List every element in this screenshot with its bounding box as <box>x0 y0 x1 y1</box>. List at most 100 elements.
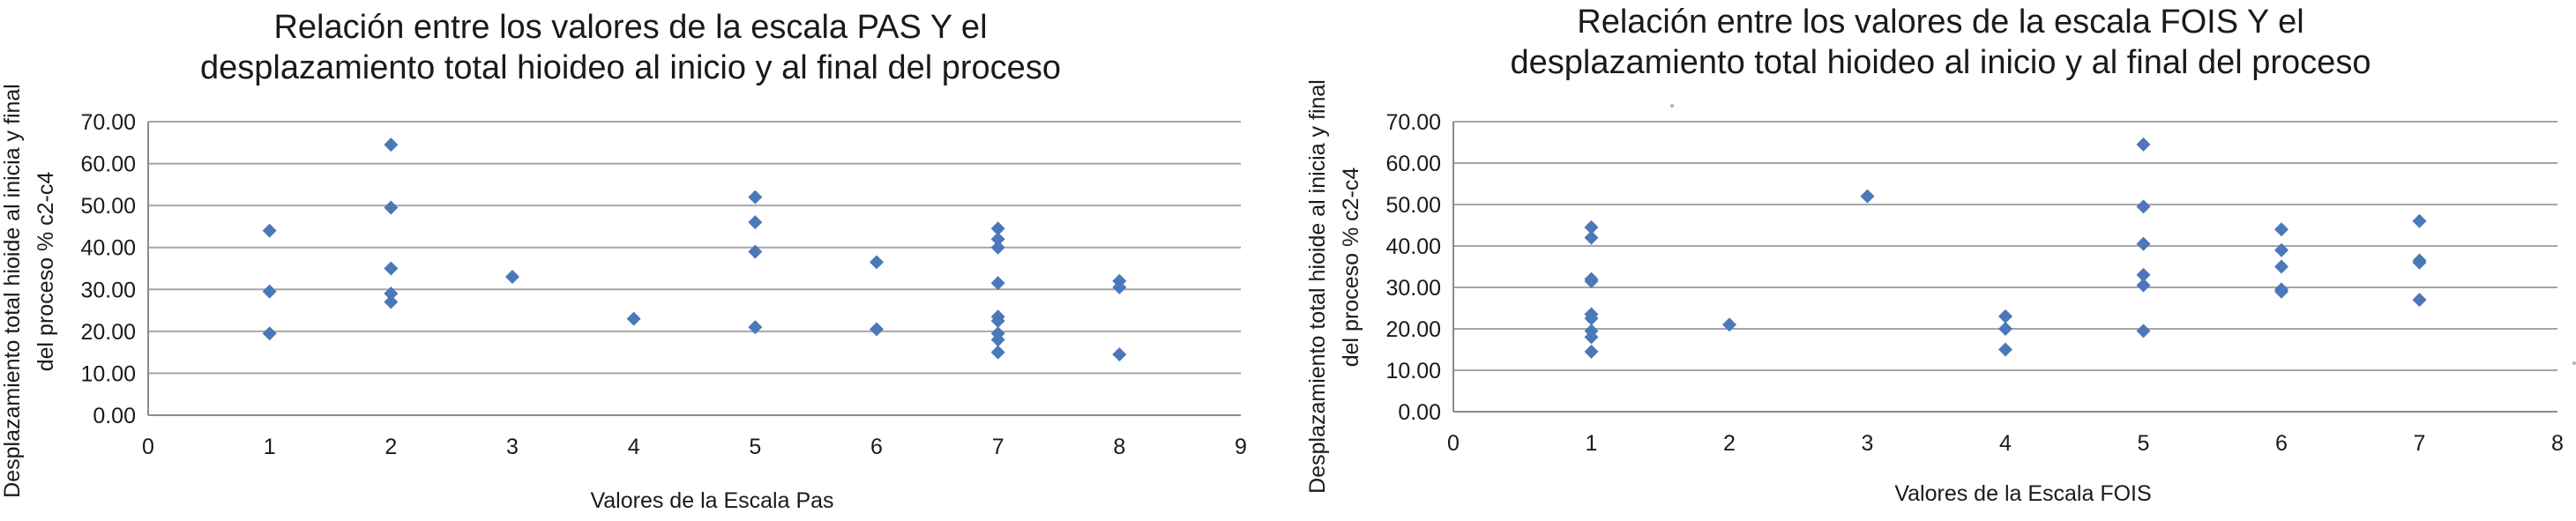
chart-title: Relación entre los valores de la escala … <box>1305 2 2576 83</box>
data-point <box>2274 284 2289 299</box>
stray-dot <box>1670 104 1674 108</box>
data-point <box>262 223 277 238</box>
x-tick-label: 7 <box>2414 431 2426 456</box>
data-point <box>2136 324 2151 339</box>
data-point <box>2412 213 2427 228</box>
data-point <box>1584 344 1599 359</box>
data-point <box>1112 279 1127 294</box>
data-point <box>2412 293 2427 308</box>
data-point <box>1584 220 1599 234</box>
data-point <box>626 311 641 326</box>
data-point <box>990 232 1005 247</box>
data-point <box>384 294 399 309</box>
data-point <box>1998 309 2012 324</box>
y-tick-label: 10.00 <box>80 361 136 386</box>
chart-title: Relación entre los valores de la escala … <box>0 7 1261 88</box>
data-point <box>990 332 1005 347</box>
y-axis-label-line-1: Desplazamiento total hioide al inicia y … <box>0 84 25 498</box>
x-tick-label: 1 <box>264 435 276 459</box>
data-point <box>1998 322 2012 336</box>
y-tick-label: 50.00 <box>80 194 136 219</box>
chart-title-line-1: Relación entre los valores de la escala … <box>1577 4 2304 41</box>
scatter-plot-fois: 0.00 10.00 20.00 30.00 40.00 50.00 60.00 70.00 0… <box>1305 79 2564 506</box>
x-tick-label: 5 <box>749 435 761 459</box>
data-point <box>990 276 1005 291</box>
x-tick-label: 2 <box>385 435 397 459</box>
data-point <box>990 221 1005 236</box>
x-tick-label: 3 <box>506 435 519 459</box>
x-tick-label: 1 <box>1586 431 1598 456</box>
data-point <box>2136 267 2151 282</box>
y-tick-label: 30.00 <box>1385 276 1441 301</box>
y-tick-label: 60.00 <box>80 153 136 177</box>
x-tick-label: 4 <box>1999 431 2012 456</box>
data-point <box>2136 137 2151 152</box>
data-point <box>384 200 399 215</box>
data-point <box>990 345 1005 360</box>
data-point <box>870 255 884 270</box>
data-point <box>262 284 277 299</box>
data-point <box>2136 199 2151 214</box>
stray-dot <box>2572 361 2576 365</box>
data-point <box>262 326 277 341</box>
x-tick-label: 2 <box>1723 431 1736 456</box>
data-point <box>2274 242 2289 257</box>
chart-panel-pas: Relación entre los valores de la escala … <box>0 0 1261 521</box>
scatter-plot-pas: 0.00 10.00 20.00 30.00 40.00 50.00 60.00 70.00 0… <box>0 84 1247 513</box>
data-point <box>870 322 884 337</box>
chart-title-line-2: desplazamiento total hioideo al inicio y… <box>200 49 1061 86</box>
data-point <box>990 313 1005 328</box>
data-point <box>990 240 1005 255</box>
y-tick-label: 50.00 <box>1385 193 1441 218</box>
x-axis-label: Valores de la Escala FOIS <box>1894 481 2151 506</box>
x-tick-label: 8 <box>2551 431 2564 456</box>
y-tick-label: 70.00 <box>80 110 136 135</box>
data-point <box>2274 222 2289 237</box>
data-point <box>2412 255 2427 270</box>
data-point <box>1860 189 1875 204</box>
data-point <box>1584 330 1599 345</box>
x-tick-label: 5 <box>2138 431 2150 456</box>
y-tick-label: 20.00 <box>1385 317 1441 342</box>
data-point <box>1584 230 1599 245</box>
y-tick-label: 30.00 <box>80 278 136 302</box>
data-point <box>748 320 763 335</box>
x-tick-label: 0 <box>1447 431 1460 456</box>
data-point <box>748 190 763 205</box>
chart-panel-fois: Relación entre los valores de la escala … <box>1305 0 2576 521</box>
y-tick-label: 60.00 <box>1385 152 1441 176</box>
y-tick-label: 0.00 <box>1398 400 1441 425</box>
x-tick-label: 7 <box>992 435 1004 459</box>
data-point <box>748 215 763 230</box>
y-tick-label: 0.00 <box>93 404 136 428</box>
x-tick-label: 4 <box>628 435 640 459</box>
data-point <box>2274 259 2289 274</box>
x-tick-label: 0 <box>142 435 154 459</box>
y-tick-label: 10.00 <box>1385 359 1441 383</box>
data-point <box>1998 342 2012 357</box>
y-tick-label: 40.00 <box>80 236 136 261</box>
data-point <box>2136 236 2151 251</box>
x-tick-label: 9 <box>1235 435 1247 459</box>
y-axis-label-line-2: del proceso % c2-c4 <box>34 172 58 372</box>
data-point <box>384 138 399 153</box>
y-axis-label-line-1: Desplazamiento total hioide al inicia y … <box>1305 79 1330 494</box>
y-tick-label: 40.00 <box>1385 234 1441 259</box>
y-tick-label: 70.00 <box>1385 110 1441 135</box>
x-tick-label: 3 <box>1862 431 1874 456</box>
data-point <box>1584 273 1599 288</box>
data-point <box>384 287 399 301</box>
x-axis-label: Valores de la Escala Pas <box>590 488 833 513</box>
chart-title-line-2: desplazamiento total hioideo al inicio y… <box>1510 44 2371 81</box>
x-tick-label: 6 <box>870 435 883 459</box>
data-point <box>1112 347 1127 362</box>
data-point <box>2136 278 2151 293</box>
y-tick-label: 20.00 <box>80 320 136 345</box>
data-point <box>748 244 763 259</box>
x-tick-label: 6 <box>2275 431 2288 456</box>
x-tick-label: 8 <box>1113 435 1125 459</box>
data-point <box>384 261 399 276</box>
data-point <box>505 270 519 285</box>
chart-title-line-1: Relación entre los valores de la escala … <box>273 9 988 46</box>
y-axis-label-line-2: del proceso % c2-c4 <box>1339 167 1363 368</box>
